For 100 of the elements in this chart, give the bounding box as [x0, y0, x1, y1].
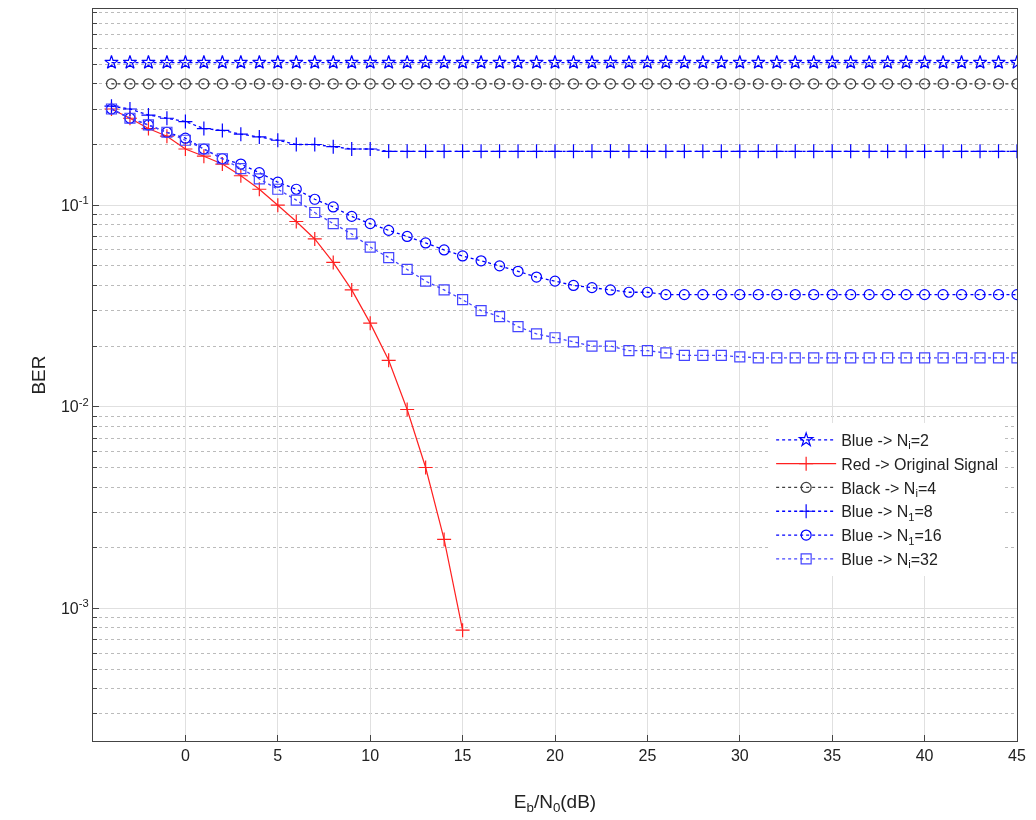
point	[935, 54, 951, 69]
point	[327, 218, 339, 230]
point	[955, 78, 968, 90]
point	[381, 54, 396, 69]
point	[475, 78, 487, 90]
point	[845, 289, 857, 301]
point	[695, 54, 711, 69]
point	[863, 78, 875, 90]
point	[473, 54, 489, 69]
point	[159, 110, 175, 126]
point	[528, 143, 545, 159]
point	[492, 54, 507, 69]
point	[344, 141, 360, 157]
point	[771, 78, 783, 90]
x-tick-label: 15	[453, 747, 472, 765]
point	[253, 167, 265, 179]
point	[418, 459, 434, 476]
x-tick-label: 25	[638, 747, 657, 765]
point	[346, 210, 358, 222]
point	[677, 54, 692, 69]
point	[843, 54, 858, 69]
point	[586, 340, 598, 352]
point	[992, 289, 1005, 301]
point	[882, 289, 894, 301]
point	[658, 54, 674, 69]
point	[140, 107, 157, 123]
point	[196, 54, 212, 69]
x-tick-label: 20	[546, 747, 564, 765]
point	[288, 213, 304, 230]
point	[381, 352, 397, 368]
point	[843, 143, 859, 159]
legend-label: Blue -> N$_{i}$=32	[841, 551, 939, 571]
point	[252, 54, 267, 69]
point	[547, 143, 563, 159]
point	[438, 244, 450, 256]
point	[734, 289, 746, 301]
point	[678, 289, 690, 301]
point	[362, 54, 378, 69]
point	[990, 143, 1007, 159]
point	[771, 289, 783, 301]
point	[327, 201, 339, 213]
point	[362, 141, 378, 157]
point	[586, 282, 598, 294]
point	[660, 289, 672, 301]
point	[751, 54, 766, 69]
point	[290, 78, 302, 90]
legend-label: Black -> N$_{i}$=4	[841, 479, 937, 500]
point	[900, 352, 912, 364]
point	[122, 101, 138, 117]
point	[954, 54, 969, 69]
point	[179, 78, 191, 90]
point	[641, 286, 653, 298]
point	[216, 78, 228, 90]
point	[789, 352, 801, 364]
point	[455, 143, 471, 159]
point	[826, 352, 838, 364]
point	[399, 401, 415, 418]
point	[493, 311, 506, 323]
point	[142, 78, 155, 90]
point	[640, 54, 655, 69]
point	[953, 143, 970, 159]
point	[769, 54, 785, 69]
x-tick-label: 0	[180, 747, 190, 765]
point	[475, 255, 487, 267]
point	[383, 78, 395, 90]
point	[436, 531, 452, 547]
y-tick-label: 10$^{-2}$	[60, 395, 89, 416]
point	[603, 54, 618, 69]
point	[290, 194, 302, 206]
point	[714, 54, 729, 69]
point	[288, 136, 304, 153]
legend-label: Blue -> N$_{1}$=8	[841, 503, 933, 523]
point	[436, 143, 452, 159]
point	[418, 54, 433, 69]
point	[122, 54, 138, 69]
point	[845, 78, 857, 90]
point	[752, 352, 764, 364]
x-tick-label: 5	[273, 747, 283, 765]
y-tick-label: 10$^{-3}$	[60, 597, 89, 618]
point	[401, 78, 413, 90]
point	[325, 139, 341, 155]
point	[808, 352, 820, 364]
point	[289, 54, 304, 69]
point	[824, 143, 840, 159]
point	[436, 54, 452, 69]
point	[399, 143, 415, 159]
point	[270, 197, 286, 213]
point	[991, 54, 1006, 69]
point	[732, 54, 748, 69]
point	[549, 332, 561, 344]
point	[955, 289, 968, 301]
point	[863, 352, 875, 364]
point	[344, 54, 359, 69]
point	[104, 54, 119, 69]
point	[771, 352, 783, 364]
point	[787, 54, 803, 69]
point	[623, 78, 635, 90]
point	[491, 143, 508, 159]
point	[510, 54, 526, 69]
point	[177, 113, 193, 130]
